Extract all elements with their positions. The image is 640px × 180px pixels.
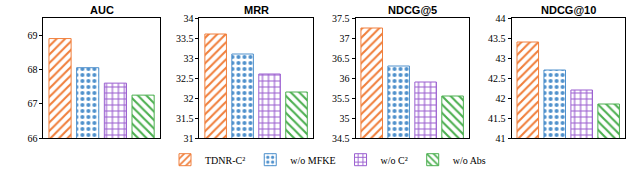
svg-text:35: 35	[340, 113, 350, 124]
svg-text:33.5: 33.5	[176, 33, 194, 44]
svg-text:32.5: 32.5	[176, 73, 194, 84]
svg-text:43.5: 43.5	[488, 33, 506, 44]
svg-text:NDCG@10: NDCG@10	[541, 4, 596, 16]
svg-text:44: 44	[496, 13, 506, 24]
svg-text:33: 33	[183, 53, 193, 64]
svg-text:31: 31	[183, 133, 193, 144]
svg-text:68: 68	[27, 64, 37, 75]
svg-text:66: 66	[27, 133, 37, 144]
svg-text:w/o C²: w/o C²	[381, 155, 408, 166]
svg-text:36.5: 36.5	[332, 53, 350, 64]
svg-text:w/o Abs: w/o Abs	[453, 155, 486, 166]
svg-text:AUC: AUC	[90, 4, 114, 16]
svg-text:NDCG@5: NDCG@5	[388, 4, 437, 16]
svg-text:69: 69	[27, 30, 37, 41]
svg-text:35.5: 35.5	[332, 93, 350, 104]
svg-text:41: 41	[496, 133, 506, 144]
svg-text:34: 34	[183, 13, 193, 24]
svg-text:37.5: 37.5	[332, 13, 350, 24]
svg-text:w/o MFKE: w/o MFKE	[290, 155, 335, 166]
svg-text:67: 67	[27, 98, 37, 109]
svg-text:42.5: 42.5	[488, 73, 506, 84]
svg-text:43: 43	[496, 53, 506, 64]
svg-text:36: 36	[340, 73, 350, 84]
svg-text:MRR: MRR	[244, 4, 269, 16]
svg-text:41.5: 41.5	[488, 113, 506, 124]
svg-text:34.5: 34.5	[332, 133, 350, 144]
svg-text:TDNR-C²: TDNR-C²	[205, 155, 245, 166]
svg-text:32: 32	[183, 93, 193, 104]
svg-text:31.5: 31.5	[176, 113, 194, 124]
svg-text:42: 42	[496, 93, 506, 104]
svg-text:37: 37	[340, 33, 350, 44]
